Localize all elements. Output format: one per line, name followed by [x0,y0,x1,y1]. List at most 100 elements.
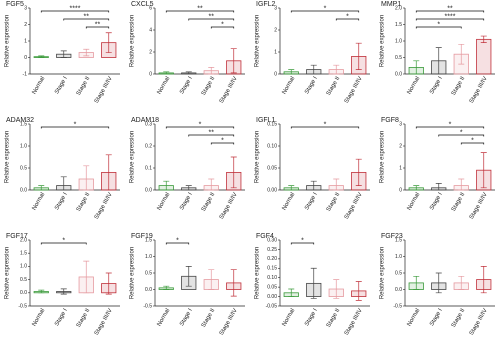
error-bar [458,43,465,65]
significance-label: * [221,22,224,29]
y-tick-label: 0.15 [267,266,277,272]
significance-bracket [415,126,485,129]
x-tick-label: Stage II [201,192,217,213]
x-tick-label: Stage II [76,308,92,329]
y-tick-label: 1.0 [395,254,402,260]
x-tick-label: Stage III/IV [469,308,489,337]
y-tick-label: 1.5 [145,237,152,243]
y-axis-label: Relative expression [5,247,11,299]
significance-bracket [290,126,360,129]
y-tick-label: 0.5 [20,165,27,171]
error-bar [105,32,112,53]
x-tick-label: Stage III/IV [94,192,114,221]
significance-bracket [85,26,110,29]
significance-bracket [460,142,485,145]
y-axis-label: Relative expression [380,247,386,299]
error-bar [355,42,362,70]
error-bar [413,275,420,290]
chart-panel: FGF17 Relative expression -0.5 0.0 0.5 1.0 1.5… [5,233,120,336]
y-axis-label: Relative expression [5,15,11,67]
significance-bracket [188,134,235,137]
y-tick-label: 0.0 [145,287,152,293]
chart-title: FGF8 [381,117,399,124]
error-bar [458,178,465,191]
error-bar [480,35,487,43]
x-tick-label: Stage III/IV [94,308,114,337]
error-bar [413,60,420,75]
significance-label: **** [70,6,81,13]
significance-label: ** [209,14,215,21]
y-tick-label: 0.2 [145,143,152,149]
y-tick-label: 0.0 [395,71,402,77]
y-tick-label: 1 [399,165,402,171]
significance-bracket [335,18,360,21]
error-bar [163,71,170,75]
y-tick-label: 0.0 [395,287,402,293]
error-bar [60,176,67,191]
significance-bracket [40,126,110,129]
y-tick-label: 0.05 [267,284,277,290]
chart-panel: FGF4 Relative expression -0.05 0.00 0.05 0.10… [255,233,370,336]
y-tick-label: 3 [399,121,402,127]
x-tick-label: Normal [31,308,46,328]
y-tick-label: 0 [149,71,152,77]
chart-panel: FGF8 Relative expression 0 1 2 3 Normal Stage I… [380,117,495,220]
y-tick-label: 3 [274,5,277,11]
x-tick-label: Stage I [179,192,194,212]
y-tick-label: 6 [149,5,152,11]
significance-bracket [438,134,485,137]
error-bar [163,180,170,191]
significance-bracket [188,18,235,21]
y-axis-label: Relative expression [380,15,386,67]
error-bar [83,48,90,57]
significance-bracket [63,18,110,21]
y-tick-label: 0.00 [267,294,277,300]
error-bar [208,269,215,290]
y-tick-label: 0.1 [145,165,152,171]
y-tick-label: 0.5 [145,270,152,276]
error-bar [355,281,362,301]
x-tick-label: Normal [406,76,421,96]
error-bar [310,180,317,191]
y-tick-label: 1.5 [395,237,402,243]
x-tick-label: Stage II [451,76,467,97]
x-tick-label: Stage I [54,308,69,328]
error-bar [333,178,340,191]
significance-bracket [415,10,485,13]
y-axis-label: Relative expression [255,131,261,183]
error-bar [38,185,45,191]
error-bar [310,267,317,299]
error-bar [435,183,442,191]
chart-panel: FGF19 Relative expression -0.5 0.0 0.5 1.0 1.5… [130,233,245,336]
error-bar [230,269,237,297]
error-bar [83,165,90,191]
significance-label: * [324,122,327,129]
significance-bracket [415,26,462,29]
error-bar [185,185,192,191]
x-tick-label: Stage III/IV [219,308,239,337]
y-tick-label: 1.5 [20,121,27,127]
y-tick-label: -0.05 [266,303,278,309]
y-tick-label: -0.5 [18,303,27,309]
x-tick-label: Stage III/IV [344,308,364,337]
error-bar [480,266,487,294]
chart-panel: MMP1 Relative expression 0.0 0.5 1.0 1.5 2.0 No… [380,1,495,104]
y-tick-label: 2.0 [20,237,27,243]
error-bar [60,288,67,295]
y-tick-label: 0.0 [145,187,152,193]
significance-label: **** [445,14,456,21]
y-tick-label: 1.0 [145,254,152,260]
x-tick-label: Normal [406,308,421,328]
y-axis-label: Relative expression [380,131,386,183]
x-tick-label: Stage II [326,192,342,213]
significance-bracket [165,126,235,129]
significance-label: ** [84,14,90,21]
y-tick-label: 0 [399,187,402,193]
chart-panel: FGF5 Relative expression -1 0 1 2 3 Normal Stage… [5,1,120,104]
x-tick-label: Stage II [76,192,92,213]
error-bar [105,272,112,295]
chart-title: FGF4 [256,233,274,240]
y-tick-label: 1.5 [395,22,402,28]
y-axis-label: Relative expression [255,247,261,299]
